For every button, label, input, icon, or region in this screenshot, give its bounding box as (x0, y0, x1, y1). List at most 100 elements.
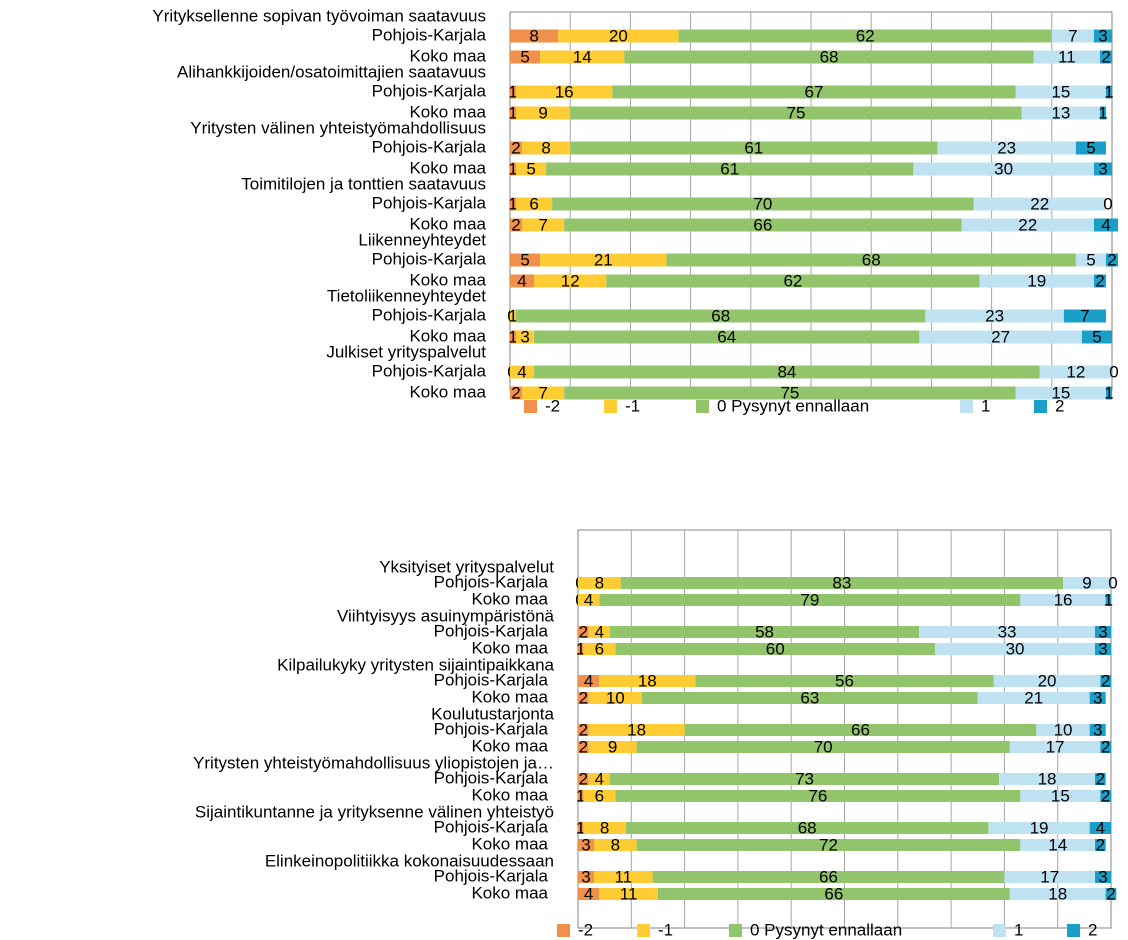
bar-segment (564, 218, 962, 232)
bar-segment (919, 330, 1082, 344)
bar-segment (516, 85, 613, 99)
data-label: 18 (1048, 884, 1067, 903)
bar-segment (609, 773, 1000, 785)
data-label: 2 (1096, 769, 1105, 788)
data-label: 23 (997, 138, 1016, 157)
data-label: 83 (832, 573, 851, 592)
data-label: 1 (508, 306, 517, 325)
bar-segment (1105, 386, 1112, 400)
data-label: 4 (595, 769, 604, 788)
data-label: 10 (1054, 720, 1073, 739)
bar-segment (578, 822, 584, 834)
data-label: 20 (1038, 671, 1057, 690)
row-label: Pohjois-Karjala (434, 621, 549, 640)
row-label: Koko maa (409, 326, 486, 345)
data-label: 2 (1101, 671, 1110, 690)
bar-segment (1105, 594, 1111, 606)
bar-segment (1095, 626, 1111, 638)
bar-segment (1021, 106, 1100, 120)
bar-segment (652, 871, 1005, 883)
data-label: 84 (777, 362, 796, 381)
bar-segment (583, 643, 616, 655)
data-label: 18 (638, 671, 657, 690)
bar-segment (612, 85, 1016, 99)
bar-segment (636, 741, 1010, 753)
legend-swatch (637, 924, 650, 937)
data-label: 30 (994, 159, 1013, 178)
bar-segment (1036, 724, 1090, 736)
group-title: Kilpailukyky yritysten sijaintipaikkana (277, 655, 554, 674)
bar-segment (578, 871, 594, 883)
bar-segment (578, 741, 589, 753)
data-label: 72 (819, 835, 838, 854)
data-label: 70 (814, 737, 833, 756)
bar-segment (988, 822, 1090, 834)
data-label: 67 (805, 82, 824, 101)
bar-segment (1051, 29, 1094, 43)
bar-segment (1020, 839, 1096, 851)
data-label: 1 (508, 194, 517, 213)
data-label: 3 (1098, 867, 1107, 886)
bar-segment (615, 643, 936, 655)
bar-segment (578, 773, 589, 785)
bar-segment (510, 365, 535, 379)
group-title: Julkiset yrityspalvelut (326, 342, 486, 361)
group-title: Liikenneyhteydet (358, 230, 486, 249)
bar-segment (510, 330, 517, 344)
data-label: 1 (576, 786, 585, 805)
row-label: Pohjois-Karjala (372, 25, 487, 44)
row-label: Pohjois-Karjala (372, 249, 487, 268)
data-label: 16 (555, 82, 574, 101)
data-label: 2 (579, 688, 588, 707)
bar-segment (1063, 577, 1111, 589)
bar-segment (522, 141, 571, 155)
data-label: 11 (614, 867, 632, 886)
legend-label: -1 (658, 920, 673, 939)
data-label: 58 (755, 622, 774, 641)
legend-label: 2 (1088, 920, 1097, 939)
data-label: 21 (594, 250, 613, 269)
data-label: 2 (511, 383, 520, 402)
group-title: Alihankkijoiden/osatoimittajien saatavuu… (177, 62, 486, 81)
bar-segment (522, 218, 565, 232)
bar-segment (1099, 50, 1112, 64)
data-label: 61 (744, 138, 763, 157)
bar-segment (588, 724, 685, 736)
data-label: 15 (1051, 82, 1070, 101)
bar-segment (979, 274, 1094, 288)
legend-swatch (1067, 924, 1080, 937)
data-label: 2 (1106, 884, 1115, 903)
row-label: Koko maa (471, 638, 548, 657)
bar-segment (1089, 692, 1106, 704)
data-label: 4 (517, 362, 526, 381)
data-label: 3 (1098, 26, 1107, 45)
data-label: 18 (627, 720, 646, 739)
data-label: 7 (538, 215, 547, 234)
bar-segment (599, 888, 658, 900)
data-label: 9 (608, 737, 617, 756)
data-label: 2 (1101, 47, 1110, 66)
row-label: Pohjois-Karjala (434, 719, 549, 738)
bar-segment (1020, 790, 1101, 802)
bar-segment (583, 822, 626, 834)
group-title: Viihtyisyys asuinympäristönä (337, 606, 555, 625)
bar-segment (937, 141, 1076, 155)
data-label: 19 (1027, 271, 1046, 290)
data-label: 8 (600, 818, 609, 837)
data-label: 17 (1040, 867, 1059, 886)
legend-label: -2 (545, 396, 560, 415)
row-label: Koko maa (471, 687, 548, 706)
data-label: 70 (753, 194, 772, 213)
bar-segment (1093, 162, 1112, 176)
data-label: 0 (1108, 573, 1117, 592)
bar-segment (510, 197, 517, 211)
group-title: Tietoliikenneyhteydet (327, 286, 486, 305)
data-label: 2 (1107, 250, 1116, 269)
bar-segment (578, 626, 589, 638)
data-label: 6 (595, 639, 604, 658)
bar-segment (510, 106, 517, 120)
data-label: 2 (579, 720, 588, 739)
bar-segment (510, 162, 517, 176)
bar-segment (578, 577, 621, 589)
data-label: 4 (517, 271, 526, 290)
